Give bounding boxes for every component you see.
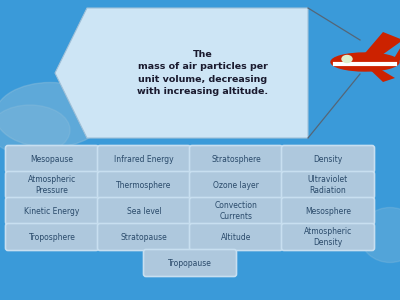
Text: Stratopause: Stratopause [121, 232, 167, 242]
FancyBboxPatch shape [282, 224, 374, 250]
Ellipse shape [0, 82, 105, 148]
FancyBboxPatch shape [144, 250, 236, 277]
Text: Density: Density [313, 154, 343, 164]
FancyBboxPatch shape [282, 172, 374, 199]
Text: Troposphere: Troposphere [28, 232, 76, 242]
Ellipse shape [342, 56, 352, 62]
FancyBboxPatch shape [6, 197, 98, 224]
Polygon shape [331, 57, 337, 67]
Ellipse shape [360, 208, 400, 262]
Text: Kinetic Energy: Kinetic Energy [24, 206, 80, 215]
FancyBboxPatch shape [98, 146, 190, 172]
Text: Stratosphere: Stratosphere [211, 154, 261, 164]
FancyBboxPatch shape [190, 224, 282, 250]
FancyBboxPatch shape [190, 172, 282, 199]
Text: Convection
Currents: Convection Currents [214, 201, 258, 221]
FancyBboxPatch shape [98, 172, 190, 199]
Polygon shape [393, 40, 400, 61]
Text: Thermosphere: Thermosphere [116, 181, 172, 190]
FancyBboxPatch shape [6, 172, 98, 199]
Text: Mesosphere: Mesosphere [305, 206, 351, 215]
Text: Altitude: Altitude [221, 232, 251, 242]
FancyBboxPatch shape [98, 197, 190, 224]
Text: Tropopause: Tropopause [168, 259, 212, 268]
Text: Sea level: Sea level [127, 206, 161, 215]
Text: Mesopause: Mesopause [30, 154, 74, 164]
FancyBboxPatch shape [98, 224, 190, 250]
Text: Infrared Energy: Infrared Energy [114, 154, 174, 164]
Text: Ozone layer: Ozone layer [213, 181, 259, 190]
Ellipse shape [331, 53, 399, 71]
FancyBboxPatch shape [6, 146, 98, 172]
FancyBboxPatch shape [282, 197, 374, 224]
FancyBboxPatch shape [6, 224, 98, 250]
FancyBboxPatch shape [190, 146, 282, 172]
Text: Atmospheric
Pressure: Atmospheric Pressure [28, 175, 76, 195]
Polygon shape [360, 32, 400, 60]
Text: Ultraviolet
Radiation: Ultraviolet Radiation [308, 175, 348, 195]
Text: The
mass of air particles per
unit volume, decreasing
with increasing altitude.: The mass of air particles per unit volum… [137, 50, 268, 96]
FancyBboxPatch shape [282, 146, 374, 172]
Polygon shape [365, 65, 395, 82]
Text: Atmospheric
Density: Atmospheric Density [304, 227, 352, 247]
Polygon shape [55, 8, 308, 138]
FancyBboxPatch shape [190, 197, 282, 224]
Ellipse shape [0, 105, 70, 155]
